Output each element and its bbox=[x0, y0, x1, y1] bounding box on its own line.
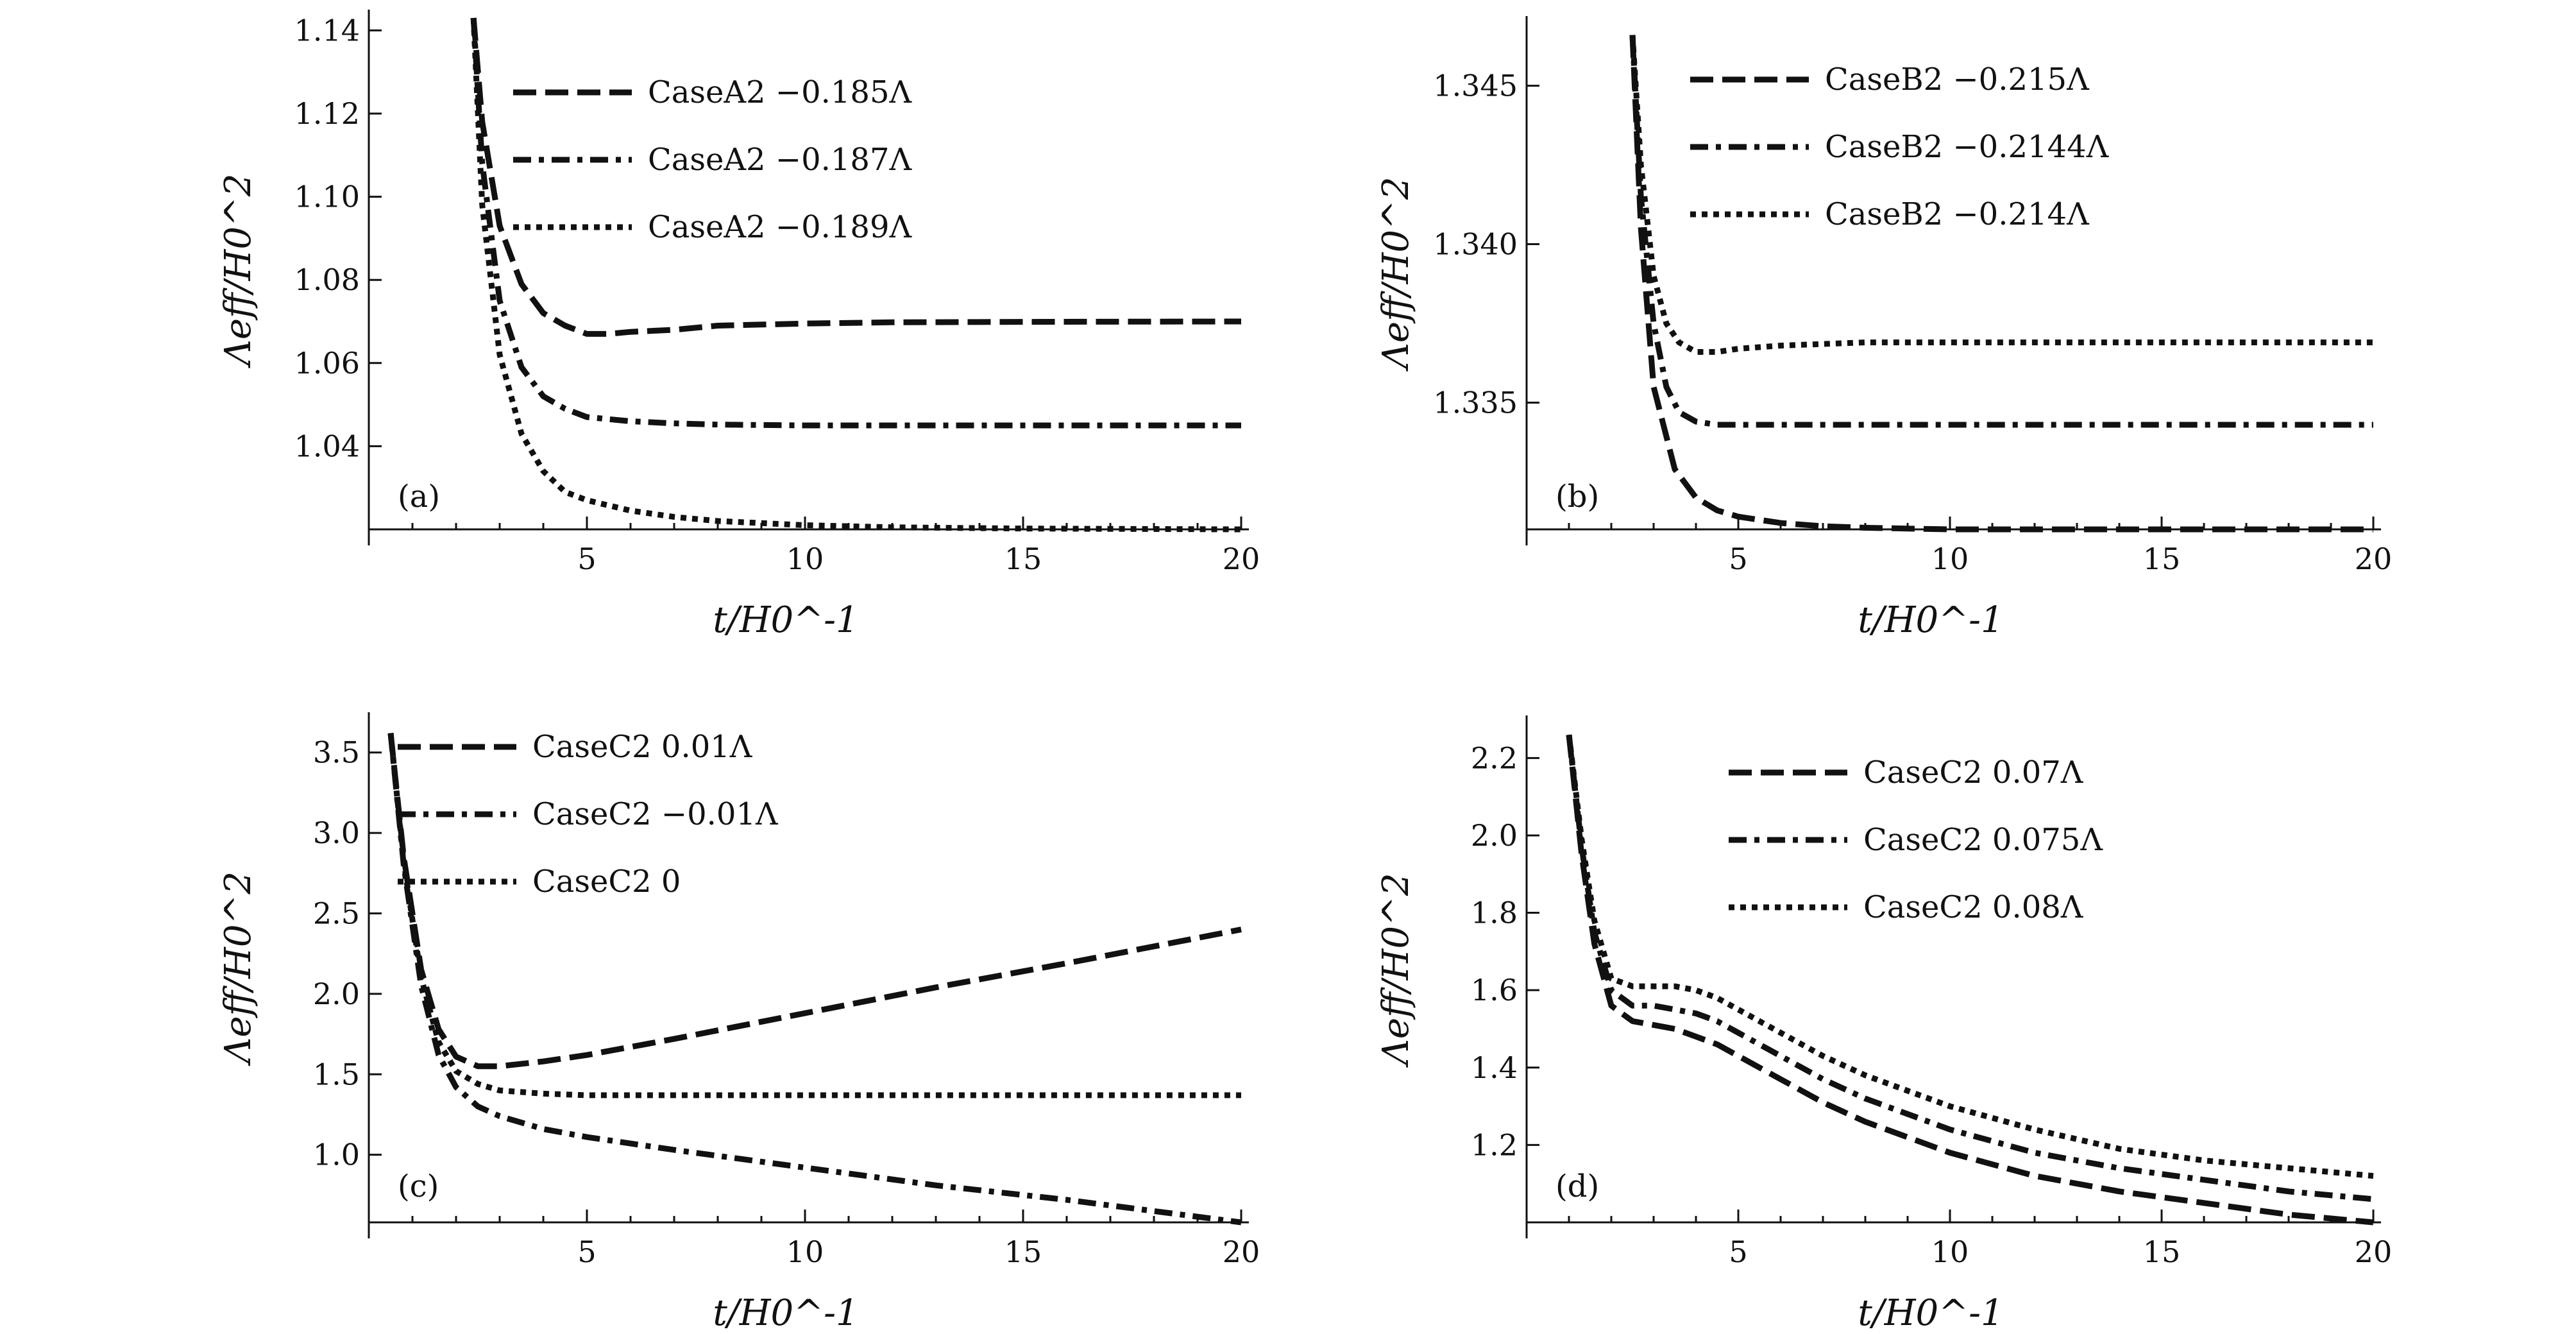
x-tick-label: 10 bbox=[1931, 542, 1969, 576]
y-tick-label: 1.12 bbox=[294, 96, 360, 131]
legend-label: CaseA2 −0.189Λ bbox=[648, 209, 912, 245]
legend-label: CaseC2 −0.01Λ bbox=[532, 796, 779, 832]
series-line-dotted bbox=[387, 733, 1241, 1099]
y-axis-label: Λeff/H0^2 bbox=[217, 871, 259, 1066]
x-tick-label: 20 bbox=[1223, 542, 1260, 576]
x-tick-label: 15 bbox=[2143, 1235, 2181, 1269]
panel-label: (d) bbox=[1555, 1168, 1599, 1204]
series-line-dashed bbox=[470, 17, 1242, 337]
panel-label: (c) bbox=[398, 1168, 439, 1204]
y-tick-label: 1.340 bbox=[1433, 227, 1518, 262]
y-tick-label: 1.2 bbox=[1471, 1127, 1518, 1162]
series-line-dashdot bbox=[470, 17, 1241, 429]
legend-label: CaseC2 0.075Λ bbox=[1863, 822, 2103, 858]
series-line-dotted bbox=[470, 17, 1242, 533]
x-tick-label: 15 bbox=[1004, 542, 1042, 576]
y-tick-label: 2.0 bbox=[313, 977, 360, 1011]
legend-label: CaseB2 −0.215Λ bbox=[1825, 62, 2090, 98]
legend-label: CaseC2 0.08Λ bbox=[1863, 889, 2084, 925]
panel-d: 5 10 15 20 1.2 1.4 1.6 1.8 2.0 2.2 t/H0^-1 Λeff/H0^… bbox=[1375, 715, 2392, 1334]
legend-label: CaseA2 −0.187Λ bbox=[648, 142, 912, 178]
y-tick-label: 1.4 bbox=[1471, 1050, 1518, 1085]
series-line-dashed bbox=[387, 733, 1242, 1070]
y-tick-label: 3.0 bbox=[313, 816, 360, 850]
series-line-dashdot bbox=[387, 733, 1242, 1226]
series-line-dotted bbox=[1566, 734, 2374, 1179]
series-line-dashdot bbox=[1566, 734, 2374, 1202]
series-line-dashdot bbox=[1629, 35, 2373, 428]
legend-label: CaseB2 −0.214Λ bbox=[1825, 196, 2090, 232]
legend-label: CaseC2 0 bbox=[532, 864, 681, 900]
y-axis-label: Λeff/H0^2 bbox=[217, 173, 259, 368]
x-axis-label: t/H0^-1 bbox=[1858, 1292, 2003, 1334]
x-tick-label: 10 bbox=[1931, 1235, 1969, 1269]
panel-c: 5 10 15 20 1.0 1.5 2.0 2.5 3.0 3.5 t/H0^-1 Λeff/H0^… bbox=[217, 712, 1260, 1334]
legend-label: CaseA2 −0.185Λ bbox=[648, 74, 912, 110]
y-tick-label: 1.14 bbox=[294, 13, 360, 47]
x-tick-label: 5 bbox=[1729, 542, 1747, 576]
panel-b: 5 10 15 20 1.335 1.340 1.345 t/H0^-1 Λeff/H0^2 (b… bbox=[1375, 16, 2392, 641]
x-tick-label: 10 bbox=[786, 542, 824, 576]
y-tick-label: 1.06 bbox=[294, 346, 360, 381]
series-line-dashed bbox=[1566, 734, 2374, 1226]
panel-label: (a) bbox=[398, 479, 440, 515]
y-tick-label: 1.8 bbox=[1471, 896, 1518, 930]
legend-label: CaseB2 −0.2144Λ bbox=[1825, 129, 2110, 165]
x-tick-label: 5 bbox=[1729, 1235, 1747, 1269]
y-tick-label: 3.5 bbox=[313, 735, 360, 770]
y-tick-label: 1.04 bbox=[294, 429, 360, 463]
legend-label: CaseC2 0.07Λ bbox=[1863, 755, 2084, 791]
y-tick-label: 1.10 bbox=[294, 180, 360, 214]
y-tick-label: 2.2 bbox=[1471, 740, 1518, 775]
y-tick-label: 1.335 bbox=[1433, 385, 1518, 420]
panel-label: (b) bbox=[1555, 479, 1599, 515]
y-axis-label: Λeff/H0^2 bbox=[1375, 176, 1417, 372]
y-tick-label: 1.0 bbox=[313, 1138, 360, 1172]
y-tick-label: 1.5 bbox=[313, 1057, 360, 1091]
x-tick-label: 10 bbox=[786, 1235, 824, 1269]
x-tick-label: 15 bbox=[2143, 542, 2181, 576]
y-tick-label: 1.6 bbox=[1471, 973, 1518, 1007]
x-axis-label: t/H0^-1 bbox=[1858, 599, 2003, 641]
x-tick-label: 5 bbox=[577, 1235, 596, 1269]
x-tick-label: 20 bbox=[1223, 1235, 1260, 1269]
y-tick-label: 1.345 bbox=[1433, 69, 1518, 103]
y-axis-label: Λeff/H0^2 bbox=[1375, 873, 1417, 1068]
x-tick-label: 5 bbox=[577, 542, 596, 576]
x-tick-label: 20 bbox=[2355, 542, 2393, 576]
y-tick-label: 2.5 bbox=[313, 896, 360, 930]
x-axis-label: t/H0^-1 bbox=[713, 1292, 858, 1334]
legend-label: CaseC2 0.01Λ bbox=[532, 729, 753, 765]
x-tick-label: 20 bbox=[2355, 1235, 2393, 1269]
y-tick-label: 2.0 bbox=[1471, 818, 1518, 853]
panel-a: 5 10 15 20 1.04 1.06 1.08 1.10 1.12 1.14 t/H0^-1 Λe… bbox=[217, 10, 1260, 641]
series-line-dashed bbox=[1629, 35, 2373, 533]
y-tick-label: 1.08 bbox=[294, 262, 360, 297]
x-tick-label: 15 bbox=[1004, 1235, 1042, 1269]
x-axis-label: t/H0^-1 bbox=[713, 599, 858, 641]
